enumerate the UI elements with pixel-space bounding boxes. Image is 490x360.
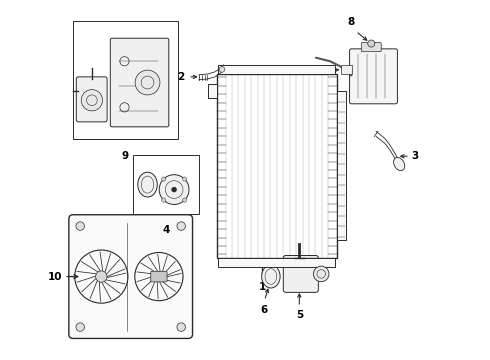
Circle shape (162, 177, 166, 181)
Text: 3: 3 (412, 151, 419, 161)
Circle shape (219, 67, 225, 72)
Text: 6: 6 (261, 305, 268, 315)
FancyBboxPatch shape (151, 271, 167, 282)
Text: 4: 4 (163, 225, 170, 235)
Text: 1: 1 (259, 282, 266, 292)
Circle shape (172, 187, 176, 192)
Bar (73, 21, 178, 139)
Ellipse shape (262, 265, 280, 288)
Circle shape (177, 323, 185, 331)
Circle shape (154, 272, 164, 282)
FancyBboxPatch shape (69, 215, 193, 338)
FancyBboxPatch shape (76, 77, 107, 122)
Text: 2: 2 (177, 72, 184, 82)
Circle shape (159, 175, 189, 204)
Circle shape (177, 222, 185, 230)
Circle shape (314, 266, 329, 282)
Circle shape (76, 222, 84, 230)
Ellipse shape (138, 172, 157, 197)
Text: 9: 9 (122, 150, 129, 161)
Circle shape (135, 70, 160, 95)
FancyBboxPatch shape (349, 49, 397, 104)
Bar (217, 74, 337, 258)
Circle shape (368, 40, 375, 47)
Circle shape (76, 323, 84, 331)
Circle shape (96, 271, 107, 282)
Ellipse shape (393, 157, 405, 171)
Bar (133, 155, 199, 214)
Bar (208, 84, 217, 99)
Bar (341, 65, 352, 74)
Text: 5: 5 (295, 310, 303, 320)
Circle shape (182, 177, 187, 181)
Bar (337, 91, 346, 240)
Text: 8: 8 (348, 17, 355, 27)
FancyBboxPatch shape (361, 42, 381, 52)
Bar (219, 258, 335, 267)
Bar (219, 65, 335, 74)
Circle shape (162, 198, 166, 202)
FancyBboxPatch shape (110, 38, 169, 127)
Text: 10: 10 (48, 271, 62, 282)
FancyBboxPatch shape (283, 256, 318, 292)
Text: 7: 7 (318, 65, 325, 75)
Circle shape (182, 198, 187, 202)
Circle shape (81, 90, 102, 111)
